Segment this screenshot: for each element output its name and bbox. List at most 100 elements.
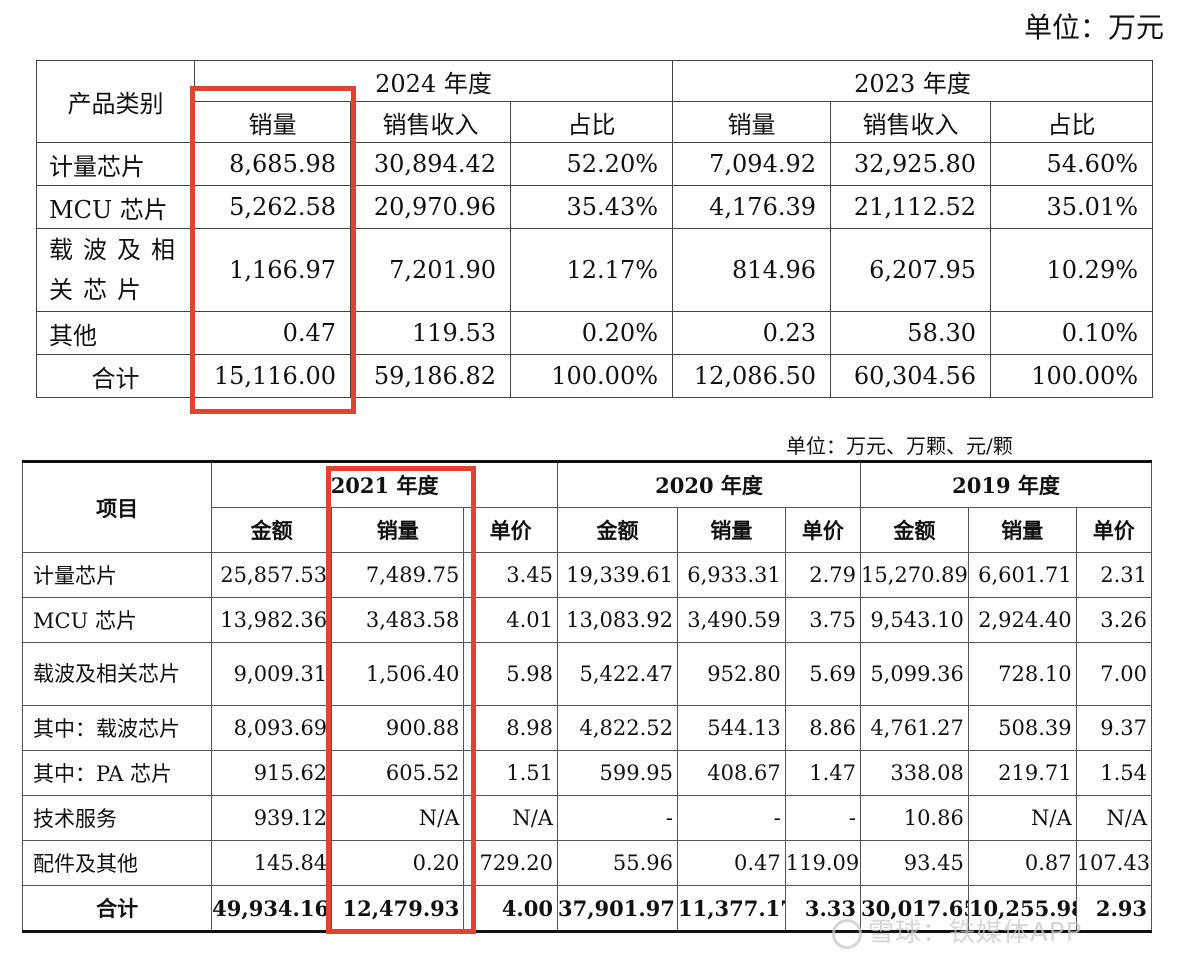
cell: 21,112.52 — [830, 185, 992, 229]
cell: 119.09 — [784, 840, 862, 886]
snowball-logo-icon — [832, 918, 862, 949]
cell: 52.20% — [509, 142, 674, 186]
highlight-box-2024-volume — [190, 86, 356, 414]
row-label: 载波及相关芯片 — [21, 642, 213, 706]
cell: 0.87 — [967, 840, 1077, 886]
cell: 100.00% — [990, 354, 1154, 398]
cell: 10,255.98 — [967, 885, 1077, 932]
sales-table-2024-2023: 产品类别 2024 年度 2023 年度 销量 销售收入 占比 销量 销售收入 … — [36, 60, 1154, 398]
cell: 6,933.31 — [676, 552, 786, 598]
cell: 5.69 — [784, 642, 862, 706]
cell: 6,207.95 — [830, 228, 992, 312]
cell: 107.43 — [1075, 840, 1153, 886]
cell: 0.47 — [194, 311, 351, 355]
cell: 32,925.80 — [830, 142, 992, 186]
cell: 55.96 — [556, 840, 678, 886]
cell: 13,982.36 — [211, 597, 333, 643]
cell: 8,685.98 — [194, 142, 351, 186]
cell: 15,116.00 — [194, 354, 351, 398]
cell: 35.43% — [509, 185, 674, 229]
row-label: 计量芯片 — [36, 142, 195, 186]
sub-header: 单价 — [784, 507, 862, 553]
table-row: 载波及相关芯片 1,166.97 7,201.90 12.17% 814.96 … — [36, 228, 1154, 312]
year-header-2019: 2019 年度 — [860, 461, 1152, 508]
cell: - — [556, 795, 678, 841]
cell: N/A — [1075, 795, 1153, 841]
sub-header: 销量 — [676, 507, 786, 553]
sub-header: 销量 — [672, 101, 832, 143]
cell: 11,377.17 — [676, 885, 786, 932]
cell: 12.17% — [509, 228, 674, 312]
cell: N/A — [463, 795, 558, 841]
sales-table-2021-2019: 项目 2021 年度 2020 年度 2019 年度 金额 销量 单价 金额 销… — [21, 460, 1153, 933]
cell: 2.93 — [1075, 885, 1153, 932]
cell: 3.75 — [784, 597, 862, 643]
cell: 10.29% — [990, 228, 1154, 312]
cell: 60,304.56 — [830, 354, 992, 398]
cell: 4,761.27 — [860, 705, 969, 751]
cell: 7,201.90 — [350, 228, 511, 312]
highlight-box-2021-volume — [326, 466, 476, 934]
cell: 3,483.58 — [331, 597, 465, 643]
cell: 0.20% — [509, 311, 674, 355]
sub-header: 单价 — [463, 507, 558, 553]
table-row: 计量芯片 25,857.53 7,489.75 3.45 19,339.61 6… — [21, 552, 1153, 598]
cell: 3.45 — [463, 552, 558, 598]
cell: 35.01% — [990, 185, 1154, 229]
table-row: MCU 芯片 5,262.58 20,970.96 35.43% 4,176.3… — [36, 185, 1154, 229]
cell: 12,479.93 — [331, 885, 465, 932]
table-row: 配件及其他 145.84 0.20 729.20 55.96 0.47 119.… — [21, 840, 1153, 886]
row-label: 其中：载波芯片 — [21, 705, 213, 751]
cell: 3.26 — [1075, 597, 1153, 643]
cell: 728.10 — [967, 642, 1077, 706]
cell: 338.08 — [860, 750, 969, 796]
cell: 4,822.52 — [556, 705, 678, 751]
cell: 4.01 — [463, 597, 558, 643]
cell: 59,186.82 — [350, 354, 511, 398]
sub-header: 金额 — [211, 507, 333, 553]
cell: 6,601.71 — [967, 552, 1077, 598]
cell: 12,086.50 — [672, 354, 832, 398]
sub-header: 销售收入 — [830, 101, 992, 143]
sub-header: 销量 — [331, 507, 465, 553]
table-row: 其中：PA 芯片 915.62 605.52 1.51 599.95 408.6… — [21, 750, 1153, 796]
unit-label-table2: 单位：万元、万颗、元/颗 — [786, 434, 1013, 458]
sub-header: 单价 — [1075, 507, 1153, 553]
cell: 15,270.89 — [860, 552, 969, 598]
cell: 5,099.36 — [860, 642, 969, 706]
cell: 0.23 — [672, 311, 832, 355]
cell: N/A — [967, 795, 1077, 841]
cell: 13,083.92 — [556, 597, 678, 643]
sub-header: 销售收入 — [350, 101, 511, 143]
unit-label-top: 单位：万元 — [1023, 11, 1164, 44]
year-header-2020: 2020 年度 — [556, 461, 862, 508]
cell: 54.60% — [990, 142, 1154, 186]
row-label: 计量芯片 — [21, 552, 213, 598]
cell: 729.20 — [463, 840, 558, 886]
cell: 100.00% — [509, 354, 674, 398]
cell: 1,166.97 — [194, 228, 351, 312]
cell: 0.20 — [331, 840, 465, 886]
table-row: MCU 芯片 13,982.36 3,483.58 4.01 13,083.92… — [21, 597, 1153, 643]
cell: 2,924.40 — [967, 597, 1077, 643]
total-row: 合计 49,934.16 12,479.93 4.00 37,901.97 11… — [21, 885, 1153, 932]
cell: 9.37 — [1075, 705, 1153, 751]
cell: 8,093.69 — [211, 705, 333, 751]
row-label: 配件及其他 — [21, 840, 213, 886]
sub-header: 占比 — [990, 101, 1154, 143]
cell: 219.71 — [967, 750, 1077, 796]
cell: 37,901.97 — [556, 885, 678, 932]
cell: 0.10% — [990, 311, 1154, 355]
cell: 5.98 — [463, 642, 558, 706]
sub-header: 金额 — [556, 507, 678, 553]
cell: 508.39 — [967, 705, 1077, 751]
row-label: MCU 芯片 — [36, 185, 195, 229]
cell: 544.13 — [676, 705, 786, 751]
item-header: 项目 — [21, 461, 213, 553]
row-label: 技术服务 — [21, 795, 213, 841]
cell: 7,094.92 — [672, 142, 832, 186]
cell: 145.84 — [211, 840, 333, 886]
row-label: 载波及相关芯片 — [36, 228, 195, 312]
sub-header: 占比 — [509, 101, 674, 143]
cell: 58.30 — [830, 311, 992, 355]
